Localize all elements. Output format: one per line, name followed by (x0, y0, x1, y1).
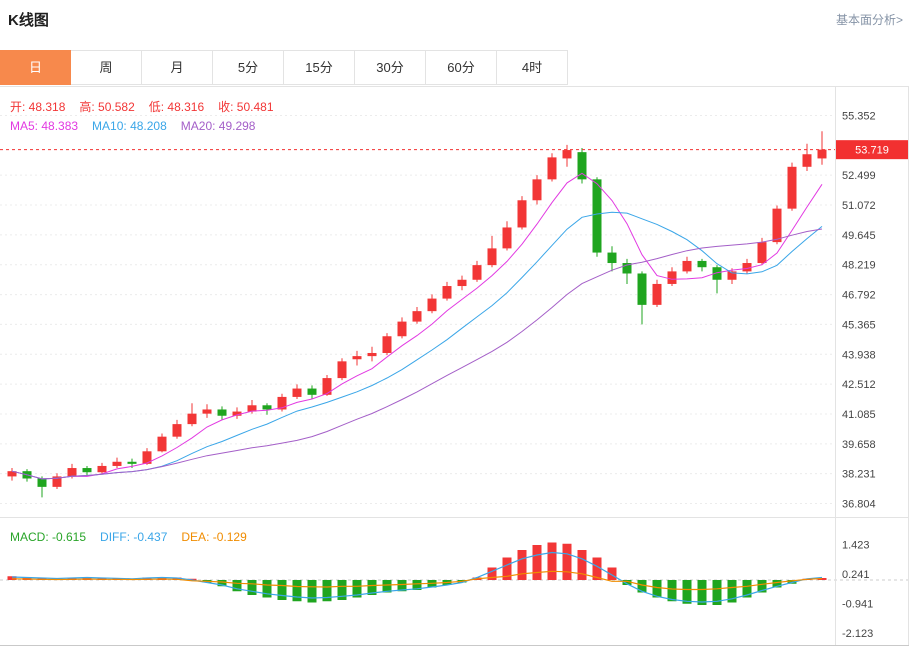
svg-text:-2.123: -2.123 (842, 628, 873, 640)
tab-monthly[interactable]: 月 (142, 50, 213, 85)
period-tab-bar: 日 周 月 5分 15分 30分 60分 4时 (0, 50, 909, 86)
tab-30min[interactable]: 30分 (355, 50, 426, 85)
svg-text:42.512: 42.512 (842, 379, 876, 391)
chart-panel: 55.352 52.499 51.072 49.645 48.219 46.792 45.3… (0, 86, 909, 650)
svg-text:43.938: 43.938 (842, 349, 876, 361)
svg-text:39.658: 39.658 (842, 439, 876, 451)
svg-text:-0.941: -0.941 (842, 599, 873, 611)
svg-text:1.423: 1.423 (842, 539, 870, 551)
svg-text:0.241: 0.241 (842, 569, 870, 581)
svg-text:41.085: 41.085 (842, 409, 876, 421)
svg-text:53.719: 53.719 (855, 145, 889, 157)
fundamental-analysis-link[interactable]: 基本面分析> (835, 13, 903, 27)
svg-text:55.352: 55.352 (842, 111, 876, 123)
tab-weekly[interactable]: 周 (71, 50, 142, 85)
tab-5min[interactable]: 5分 (213, 50, 284, 85)
tab-daily[interactable]: 日 (0, 50, 71, 85)
svg-text:36.804: 36.804 (842, 499, 876, 511)
svg-text:48.219: 48.219 (842, 260, 876, 272)
tab-15min[interactable]: 15分 (284, 50, 355, 85)
page-header: K线图 基本面分析> (0, 0, 909, 50)
svg-text:45.365: 45.365 (842, 319, 876, 331)
svg-text:49.645: 49.645 (842, 230, 876, 242)
page-title: K线图 (8, 12, 49, 29)
tab-4hour[interactable]: 4时 (497, 50, 568, 85)
svg-text:46.792: 46.792 (842, 290, 876, 302)
svg-text:51.072: 51.072 (842, 200, 876, 212)
kline-chart-canvas[interactable]: 55.352 52.499 51.072 49.645 48.219 46.792 45.3… (0, 86, 909, 650)
svg-text:38.231: 38.231 (842, 469, 876, 481)
tab-60min[interactable]: 60分 (426, 50, 497, 85)
svg-text:52.499: 52.499 (842, 170, 876, 182)
